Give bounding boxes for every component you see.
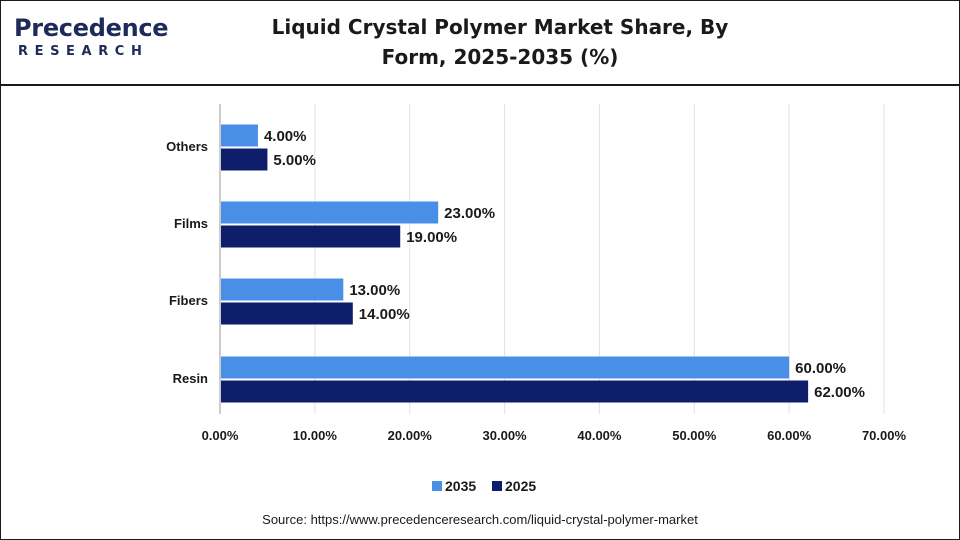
category-label: Films: [174, 216, 208, 231]
bar-2025: [221, 225, 401, 248]
x-tick-label: 10.00%: [293, 428, 338, 443]
data-label: 19.00%: [406, 229, 457, 246]
bar-2035: [221, 201, 439, 224]
x-tick-label: 60.00%: [767, 428, 812, 443]
bar-chart: 0.00% 10.00% 20.00% 30.00% 40.00% 50.00% 60.00…: [166, 104, 907, 494]
bar-2025: [221, 380, 809, 403]
header: Precedence RESEARCH Liquid Crystal Polym…: [0, 0, 960, 86]
chart-title: Liquid Crystal Polymer Market Share, By …: [271, 15, 729, 69]
source-note: Source: https://www.precedenceresearch.c…: [262, 512, 698, 527]
brand-sub: RESEARCH: [18, 44, 149, 59]
brand-name: Precedence: [14, 14, 169, 42]
x-tick-label: 30.00%: [483, 428, 528, 443]
brand-logo: Precedence RESEARCH: [14, 14, 169, 64]
x-tick-label: 0.00%: [202, 428, 239, 443]
x-tick-label: 70.00%: [862, 428, 907, 443]
bar-2025: [221, 148, 268, 171]
legend-label: 2025: [505, 478, 536, 494]
data-label: 60.00%: [795, 360, 846, 377]
bar-2035: [221, 278, 344, 301]
data-label: 13.00%: [349, 282, 400, 299]
x-tick-label: 50.00%: [672, 428, 717, 443]
category-label: Fibers: [169, 293, 208, 308]
legend-swatch-2035: [432, 481, 442, 491]
category-label: Resin: [173, 371, 208, 386]
data-label: 23.00%: [444, 205, 495, 222]
category-label: Others: [166, 139, 208, 154]
bar-2035: [221, 356, 790, 379]
data-label: 4.00%: [264, 128, 307, 145]
legend-swatch-2025: [492, 481, 502, 491]
data-label: 5.00%: [273, 152, 316, 169]
data-label: 62.00%: [814, 384, 865, 401]
bar-2035: [221, 124, 258, 147]
x-tick-label: 40.00%: [577, 428, 622, 443]
bar-2025: [221, 302, 353, 325]
x-tick-label: 20.00%: [388, 428, 433, 443]
legend-label: 2035: [445, 478, 476, 494]
data-label: 14.00%: [359, 306, 410, 323]
